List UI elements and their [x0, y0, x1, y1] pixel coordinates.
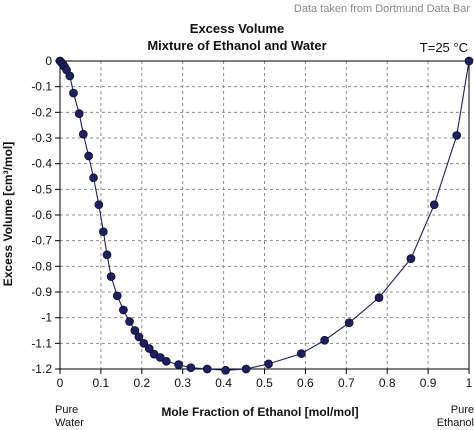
data-point: [406, 254, 416, 263]
data-point: [112, 291, 122, 301]
y-tick-label: -0.7: [31, 234, 52, 248]
data-point: [69, 88, 78, 98]
data-point: [99, 227, 108, 237]
chart-subtitle: Mixture of Ethanol and Water: [147, 38, 326, 53]
y-tick-label: -0.2: [31, 105, 52, 119]
data-point: [161, 356, 171, 366]
data-point: [65, 71, 75, 81]
grid: [60, 61, 469, 369]
y-tick-label: -0.4: [31, 157, 52, 171]
data-point: [94, 200, 104, 210]
x-tick-label: 0.7: [338, 376, 355, 390]
data-point: [155, 353, 165, 362]
x-tick-label: 0.5: [256, 376, 273, 390]
data-point: [296, 349, 306, 358]
y-tick-label: -0.6: [31, 208, 52, 222]
chart-title: Excess Volume: [190, 21, 284, 36]
x-tick-label: 0.6: [297, 376, 314, 390]
y-tick-label: -0.5: [31, 182, 52, 196]
data-point: [429, 200, 439, 210]
data-point: [119, 305, 128, 315]
x-tick-label: 0.9: [420, 376, 437, 390]
x-tick-label: 0.4: [215, 376, 232, 390]
data-point: [221, 365, 230, 375]
x-tick-label: 0.1: [93, 376, 110, 390]
axes: [55, 60, 470, 374]
data-point: [374, 293, 384, 302]
data-point: [78, 129, 88, 139]
data-point: [102, 250, 112, 260]
pure-ethanol-label-line1: Pure: [451, 404, 474, 416]
data-point: [106, 272, 116, 281]
data-point: [144, 344, 154, 353]
pure-water-label-line2: Water: [55, 417, 84, 429]
x-tick-label: 1: [466, 376, 473, 390]
y-tick-label: 0: [45, 54, 52, 68]
data-point: [241, 364, 251, 374]
data-series: [55, 56, 474, 375]
x-tick-label: 0.8: [379, 376, 396, 390]
data-point: [134, 332, 144, 342]
pure-ethanol-label-line2: Ethanol: [437, 417, 474, 429]
data-point: [125, 317, 134, 326]
x-axis-label: Mole Fraction of Ethanol [mol/mol]: [161, 405, 358, 419]
data-point: [186, 363, 196, 373]
data-point: [139, 338, 149, 348]
pure-water-label-line1: Pure: [55, 404, 78, 416]
y-tick-label: -0.8: [31, 259, 52, 273]
temperature-label: T=25 °C: [420, 40, 468, 55]
data-point: [84, 151, 93, 161]
x-tick-label: 0.3: [174, 376, 191, 390]
y-tick-label: -1.1: [31, 336, 52, 350]
data-point: [344, 318, 354, 328]
y-tick-label: -0.9: [31, 285, 52, 299]
data-point: [264, 359, 273, 369]
data-point: [89, 173, 98, 183]
data-point: [74, 109, 84, 118]
y-tick-label: -0.1: [31, 80, 52, 94]
y-axis-label: Excess Volume [cm³/mol]: [1, 142, 15, 287]
y-tick-label: -0.3: [31, 131, 52, 145]
x-tick-label: 0: [57, 376, 64, 390]
series-line: [59, 60, 470, 371]
data-point: [130, 326, 140, 335]
source-note: Data taken from Dortmund Data Bar: [294, 3, 470, 15]
data-point: [174, 360, 183, 369]
y-tick-label: -1: [41, 311, 52, 325]
data-point: [320, 335, 329, 345]
y-tick-label: -1.2: [31, 362, 52, 376]
tick-labels: 0 0.1 0.2 0.3 0.4 0.5 0.6 0.7 0.8 0.9 1 0 -0.1 -0.2 -0…: [31, 54, 472, 390]
data-point: [202, 364, 212, 374]
data-point: [452, 131, 462, 140]
data-point: [464, 56, 474, 66]
x-tick-label: 0.2: [133, 376, 150, 390]
